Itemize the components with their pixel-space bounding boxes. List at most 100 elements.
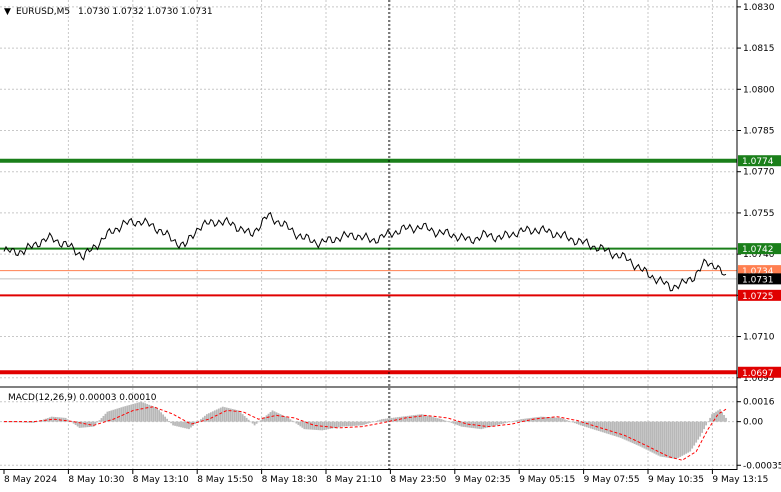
time-axis[interactable]: 8 May 2024 8 May 10:30 8 May 13:10 8 May 15… — [4, 470, 768, 485]
macd-hist-bar — [361, 422, 363, 426]
macd-hist-bar — [254, 422, 256, 426]
macd-hist-bar — [498, 422, 500, 425]
macd-axis: 0.00160.00-0.00035 — [737, 398, 781, 472]
macd-hist-bar — [429, 416, 431, 421]
macd-hist-bar — [232, 409, 234, 422]
macd-hist-bar — [367, 422, 369, 424]
level-label-text: 1.0742 — [742, 245, 774, 255]
macd-hist-bar — [667, 422, 669, 458]
macd-hist-bar — [443, 420, 445, 422]
macd-hist-bar — [7, 422, 9, 423]
macd-hist-bar — [345, 422, 347, 427]
macd-hist-bar — [198, 421, 200, 422]
macd-hist-bar — [709, 418, 711, 422]
macd-hist-bar — [323, 422, 325, 430]
macd-hist-bar — [174, 422, 176, 426]
time-tick-label: 9 May 02:35 — [455, 475, 511, 485]
macd-hist-bar — [67, 419, 69, 421]
price-tick-label: 1.0800 — [743, 85, 775, 95]
macd-hist-bar — [220, 408, 222, 422]
macd-hist-bar — [657, 422, 659, 456]
macd-hist-bar — [685, 422, 687, 454]
macd-hist-bar — [659, 422, 661, 457]
macd-hist-bar — [164, 417, 166, 422]
macd-hist-bar — [510, 422, 512, 423]
macd-hist-bar — [606, 422, 608, 434]
macd-hist-bar — [146, 404, 148, 422]
macd-hist-bar — [152, 406, 154, 421]
macd-hist-bar — [431, 417, 433, 422]
macd-hist-bar — [516, 420, 518, 421]
macd-hist-bar — [218, 409, 220, 422]
macd-hist-bar — [552, 417, 554, 421]
macd-hist-bar — [671, 422, 673, 459]
macd-hist-bar — [693, 422, 695, 446]
macd-hist-bar — [534, 417, 536, 421]
macd-hist-bar — [103, 416, 105, 422]
macd-hist-bar — [570, 422, 572, 423]
macd-hist-bar — [669, 422, 671, 458]
macd-hist-bar — [142, 402, 144, 421]
macd-hist-bar — [427, 416, 429, 422]
macd-hist-bar — [675, 422, 677, 459]
macd-hist-bar — [329, 422, 331, 429]
macd-hist-bar — [180, 422, 182, 428]
macd-hist-bar — [293, 422, 295, 423]
macd-hist-bar — [614, 422, 616, 436]
macd-hist-bar — [63, 418, 65, 422]
macd-hist-bar — [646, 422, 648, 450]
time-tick-label: 8 May 21:10 — [326, 475, 382, 485]
macd-hist-bar — [297, 422, 299, 425]
price-axis[interactable]: 1.0830 1.0815 1.0800 1.0785 1.0770 1.0755 1.07… — [737, 3, 775, 384]
macd-hist-bar — [148, 405, 150, 422]
macd-hist-bar — [99, 420, 101, 421]
macd-hist-bar — [482, 422, 484, 429]
macd-hist-bar — [506, 422, 508, 423]
symbol-dropdown-icon[interactable]: ▼ — [4, 7, 11, 17]
level-label-text: 1.0697 — [742, 369, 774, 379]
macd-hist-bar — [504, 422, 506, 423]
macd-hist-bar — [520, 419, 522, 421]
macd-hist-bar — [451, 422, 453, 423]
macd-hist-bar — [707, 422, 709, 423]
macd-hist-bar — [77, 422, 79, 427]
macd-hist-bar — [405, 416, 407, 421]
macd-hist-bar — [568, 421, 570, 422]
macd-hist-bar — [258, 422, 260, 423]
level-label-text: 1.0774 — [742, 157, 774, 167]
level-lines[interactable] — [0, 161, 737, 373]
macd-hist-bar — [461, 422, 463, 427]
macd-hist-bar — [280, 414, 282, 421]
macd-hist-bar — [224, 407, 226, 421]
macd-hist-bar — [244, 416, 246, 422]
macd-hist-bar — [353, 422, 355, 426]
price-tick-label: 1.0815 — [743, 44, 775, 54]
macd-hist-bar — [437, 418, 439, 421]
macd-hist-bar — [538, 417, 540, 422]
price-tick-label: 1.0785 — [743, 126, 775, 136]
time-tick-label: 8 May 13:10 — [133, 475, 189, 485]
macd-hist-bar — [409, 416, 411, 422]
macd-hist-bar — [393, 418, 395, 422]
macd-hist-bar — [206, 414, 208, 421]
macd-hist-bar — [435, 418, 437, 422]
macd-hist-bar — [116, 409, 118, 422]
macd-hist-bar — [162, 414, 164, 421]
macd-hist-bar — [301, 422, 303, 428]
macd-hist-bar — [178, 422, 180, 427]
macd-hist-bar — [278, 413, 280, 421]
macd-hist-bar — [665, 422, 667, 458]
macd-hist-bar — [636, 422, 638, 445]
macd-hist-bar — [701, 422, 703, 433]
macd-hist-bar — [359, 422, 361, 426]
macd-hist-bar — [455, 422, 457, 425]
macd-hist-bar — [677, 422, 679, 458]
macd-hist-bar — [415, 415, 417, 422]
macd-hist-bar — [457, 422, 459, 425]
macd-hist-bar — [156, 408, 158, 422]
macd-hist-bar — [204, 416, 206, 422]
macd-tick-label: -0.00035 — [743, 461, 781, 471]
macd-hist-bar — [176, 422, 178, 427]
macd-hist-bar — [620, 422, 622, 438]
